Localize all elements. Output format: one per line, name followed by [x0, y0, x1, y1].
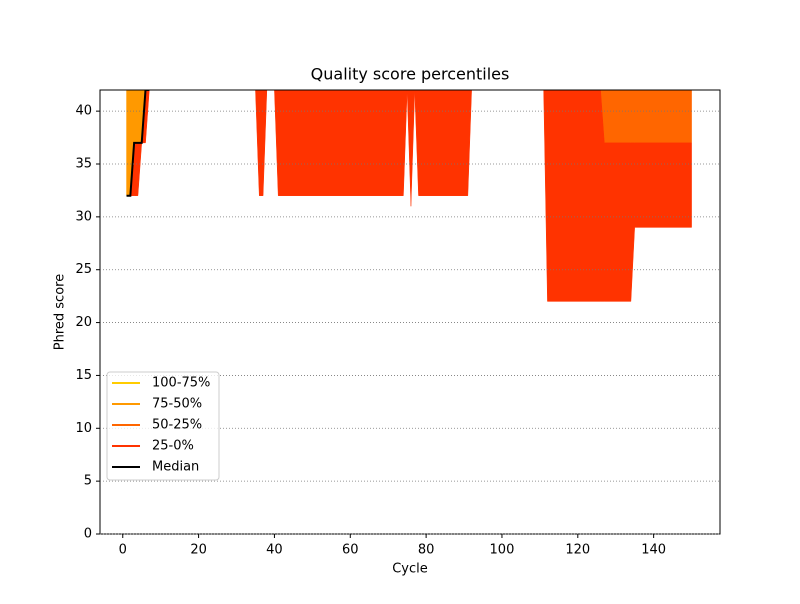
y-tick-label: 25: [75, 262, 92, 277]
legend-label: 100-75%: [152, 376, 210, 391]
y-tick-label: 15: [75, 368, 92, 383]
legend: 100-75% 75-50% 50-25% 25-0% Median: [106, 371, 220, 481]
x-tick-label: 120: [565, 543, 590, 558]
x-tick-label: 100: [490, 543, 515, 558]
x-tick-label: 40: [266, 543, 283, 558]
y-tick-label: 0: [84, 527, 92, 542]
x-tick-label: 20: [190, 543, 207, 558]
y-tick-label: 10: [75, 421, 92, 436]
y-tick-label: 20: [75, 315, 92, 330]
y-tick-label: 5: [84, 474, 92, 489]
percentile-band: [126, 90, 692, 196]
legend-box: [106, 371, 220, 481]
legend-label: Median: [152, 460, 199, 475]
y-tick-label: 40: [75, 104, 92, 119]
median-line: [126, 90, 150, 197]
x-tick-label: 0: [119, 543, 127, 558]
legend-label: 50-25%: [152, 418, 202, 433]
legend-label: 25-0%: [152, 439, 194, 454]
chart-title: Quality score percentiles: [311, 65, 510, 84]
y-tick-label: 35: [75, 157, 92, 172]
x-tick-label: 80: [418, 543, 435, 558]
y-axis-label: Phred score: [53, 274, 68, 350]
x-tick-label: 140: [641, 543, 666, 558]
legend-label: 75-50%: [152, 397, 202, 412]
x-axis-label: Cycle: [392, 562, 428, 577]
percentile-band: [126, 90, 692, 302]
x-tick-label: 60: [342, 543, 359, 558]
plot-area: [126, 90, 692, 302]
y-tick-label: 30: [75, 209, 92, 224]
